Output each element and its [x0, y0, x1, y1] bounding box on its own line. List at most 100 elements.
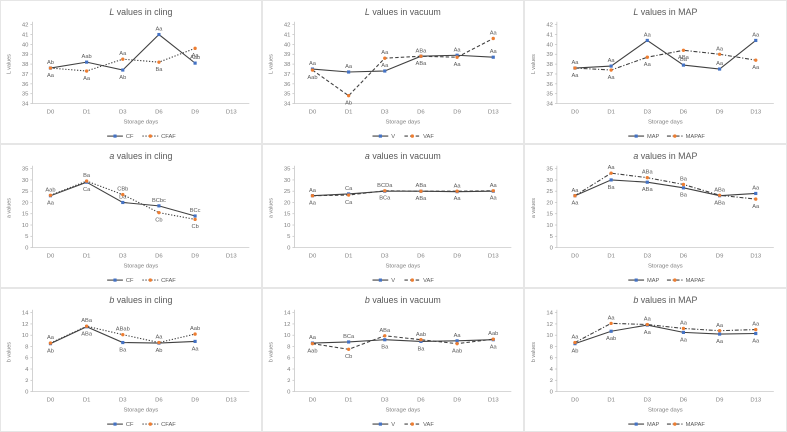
- data-point-marker: [609, 64, 613, 68]
- y-axis-title: b values: [269, 342, 275, 362]
- point-annotation: Aa: [571, 335, 579, 341]
- point-annotation: Aa: [608, 75, 616, 81]
- legend-entry-mapaf: MAPAF: [666, 134, 705, 140]
- x-tick-label: D6: [155, 253, 163, 259]
- x-tick-label: D3: [381, 109, 389, 115]
- point-annotation: ABa: [416, 183, 428, 189]
- data-point-marker: [121, 57, 125, 61]
- chart-title-prefix: b: [365, 295, 370, 305]
- point-annotation: Aa: [752, 204, 760, 210]
- data-point-marker: [491, 189, 495, 193]
- y-tick-label: 8: [550, 344, 554, 350]
- y-tick-label: 34: [22, 102, 29, 108]
- x-tick-label: D3: [381, 253, 389, 259]
- x-tick-label: D13: [750, 109, 762, 115]
- legend-marker-sample: [148, 422, 153, 426]
- legend-entry-cfaf: CFAF: [142, 134, 176, 140]
- legend-entry-cf: CF: [107, 278, 134, 284]
- y-tick-label: 36: [22, 82, 29, 88]
- data-point-marker: [455, 53, 459, 57]
- series-line-vaf: [312, 190, 494, 197]
- point-annotation: Aab: [307, 75, 317, 81]
- chart-svg: b values in vacuum 0 2 4 6 8 10 12 14 b values D0 D…: [269, 295, 512, 428]
- chart-title-prefix: b: [109, 295, 114, 305]
- data-point-marker: [121, 192, 125, 197]
- legend-marker-sample: [634, 278, 638, 282]
- x-axis-title: Storage days: [385, 119, 420, 125]
- chart-title: L values in vacuum: [365, 7, 441, 17]
- legend-entry-map: MAP: [628, 278, 660, 284]
- y-tick-label: 40: [546, 42, 553, 48]
- y-axis-title: b values: [7, 342, 13, 362]
- y-tick-label: 15: [284, 212, 291, 218]
- point-annotation: Ca: [83, 187, 91, 193]
- data-point-marker: [754, 58, 758, 62]
- chart-title-rest: values in cling: [114, 151, 172, 161]
- x-tick-label: D0: [309, 109, 317, 115]
- y-tick-label: 10: [546, 223, 553, 229]
- data-point-marker: [717, 329, 722, 333]
- x-tick-label: D9: [453, 109, 461, 115]
- chart-panel-a-values-in-vacuum: a values in vacuum 0 5 10 15 20 25 30 35 a values…: [262, 144, 524, 288]
- data-point-marker: [157, 32, 161, 37]
- point-annotation: Aa: [608, 58, 616, 64]
- y-tick-label: 12: [22, 322, 29, 328]
- point-annotation: Aa: [490, 196, 498, 202]
- point-annotation: Aa: [680, 321, 688, 327]
- x-tick-label: D1: [83, 109, 91, 115]
- chart-title-rest: values in vacuum: [370, 7, 441, 17]
- legend-label: VAF: [423, 134, 434, 140]
- legend-entry-vaf: VAF: [404, 134, 434, 140]
- point-annotation: Ba: [119, 347, 127, 353]
- point-annotation: Aab: [45, 187, 55, 193]
- point-annotation: Aa: [490, 31, 498, 37]
- x-axis-title: Storage days: [648, 263, 683, 269]
- data-point-marker: [121, 332, 125, 337]
- y-tick-label: 10: [546, 333, 553, 339]
- x-tick-label: D13: [750, 397, 762, 403]
- chart-panel-l-values-in-vacuum: L values in vacuum 34 35 36 37 38 39 40 41 42 L va…: [262, 0, 524, 144]
- x-tick-label: D9: [191, 253, 199, 259]
- y-tick-label: 37: [22, 72, 29, 78]
- point-annotation: Aa: [608, 165, 616, 171]
- series-line-v: [312, 190, 494, 197]
- point-annotation: Aa: [716, 61, 724, 67]
- series-line-map: [574, 179, 756, 197]
- point-annotation: Aa: [490, 183, 498, 189]
- data-point-marker: [157, 210, 161, 215]
- x-axis-title: Storage days: [123, 263, 158, 269]
- y-tick-label: 6: [287, 356, 291, 362]
- point-annotation: Ab: [571, 349, 578, 355]
- y-tick-label: 39: [22, 52, 29, 58]
- data-point-marker: [573, 340, 577, 345]
- y-tick-label: 41: [284, 33, 291, 39]
- data-point-marker: [455, 55, 459, 59]
- y-tick-label: 2: [287, 378, 290, 384]
- x-tick-label: D6: [155, 109, 163, 115]
- x-axis-title: Storage days: [385, 407, 420, 413]
- y-tick-label: 35: [546, 167, 553, 173]
- legend-marker-sample: [378, 422, 382, 426]
- chart-panel-b-values-in-cling: b values in cling 0 2 4 6 8 10 12 14 b values D0 D1…: [0, 288, 262, 432]
- data-point-marker: [193, 339, 197, 343]
- legend-marker-sample: [634, 422, 638, 426]
- point-annotation: Aa: [119, 51, 127, 57]
- legend-entry-v: V: [372, 278, 395, 284]
- y-tick-label: 36: [546, 82, 553, 88]
- point-annotation: Aa: [644, 317, 652, 323]
- legend-marker-sample: [410, 134, 415, 138]
- chart-title-rest: values in vacuum: [370, 295, 441, 305]
- chart-title-rest: values in MAP: [638, 7, 697, 17]
- y-axis-title: b values: [531, 342, 537, 362]
- chart-title: b values in vacuum: [365, 295, 441, 305]
- chart-svg: a values in vacuum 0 5 10 15 20 25 30 35 a values…: [269, 151, 512, 284]
- point-annotation: Aa: [752, 65, 760, 71]
- point-annotation: Ab: [47, 349, 54, 355]
- legend-entry-vaf: VAF: [404, 278, 434, 284]
- x-tick-label: D1: [345, 253, 353, 259]
- point-annotation: Aa: [571, 73, 579, 79]
- data-point-marker: [121, 68, 125, 72]
- x-tick-label: D6: [680, 109, 688, 115]
- data-point-marker: [419, 189, 423, 193]
- y-tick-label: 25: [22, 189, 29, 195]
